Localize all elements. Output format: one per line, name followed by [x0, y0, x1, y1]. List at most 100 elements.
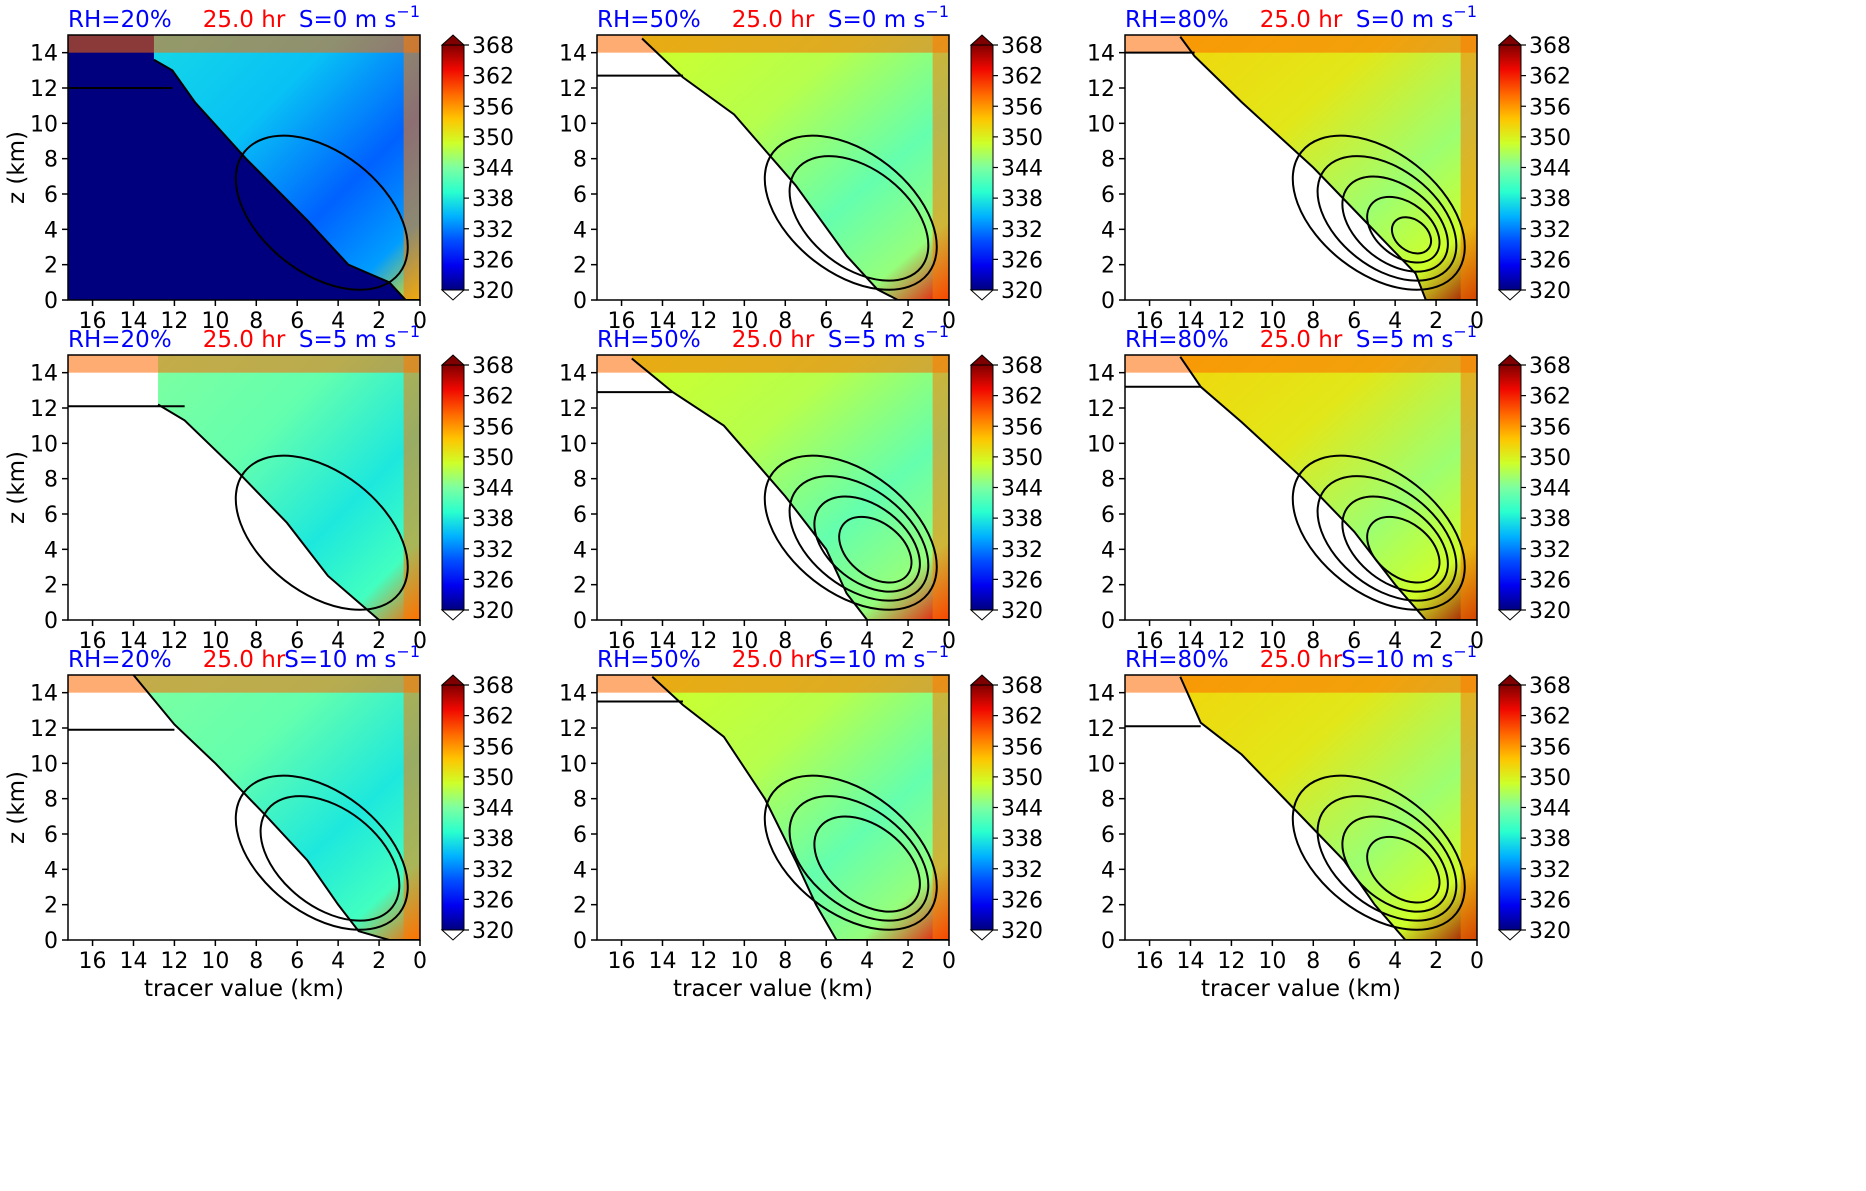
- contour-inner-2: [788, 795, 930, 922]
- x-axis-label: tracer value (km): [1201, 976, 1401, 1002]
- x-tick-label: 10: [201, 309, 229, 334]
- y-tick-label: 4: [44, 218, 58, 243]
- x-tick-label: 8: [778, 309, 792, 334]
- colorbar-tick-label: 320: [1001, 919, 1043, 944]
- y-tick-label: 12: [1087, 77, 1115, 102]
- tracer-field: [631, 355, 949, 620]
- x-axis-label: tracer value (km): [144, 976, 344, 1002]
- contour-outer: [157, 403, 420, 620]
- panel-time-label: 25.0 hr: [203, 647, 286, 673]
- contour-inner-1: [234, 454, 409, 611]
- colorbar-tick-label: 338: [1001, 507, 1043, 532]
- y-tick-label: 10: [1087, 752, 1115, 777]
- y-tick-label: 4: [573, 858, 587, 883]
- colorbar-tick-label: 368: [472, 34, 514, 59]
- y-tick-label: 0: [1101, 929, 1115, 954]
- axes-frame: [596, 354, 950, 621]
- colorbar-body: [1498, 364, 1522, 611]
- colorbar-tick-label: 320: [1001, 599, 1043, 624]
- contour-outer: [641, 37, 949, 300]
- colorbar-body: [441, 44, 465, 291]
- colorbar-body: [970, 44, 994, 291]
- shear-exponent: −1: [925, 322, 949, 341]
- y-tick-label: 8: [44, 788, 58, 813]
- y-tick-label: 10: [30, 432, 58, 457]
- panel-rh-label: RH=20%: [68, 7, 172, 33]
- y-tick-label: 2: [44, 894, 58, 919]
- colorbar-extend-max: [969, 674, 995, 686]
- upper-band: [597, 675, 949, 693]
- colorbar-tick-label: 332: [472, 858, 514, 883]
- panel-shear-label: S=5 m s−1: [299, 322, 420, 353]
- y-tick-label: 6: [44, 823, 58, 848]
- shear-exponent: −1: [925, 642, 949, 661]
- x-tick-label: 2: [901, 949, 915, 974]
- x-tick-label: 6: [1347, 629, 1361, 654]
- shear-value: S=0 m s: [828, 7, 926, 33]
- y-tick-label: 10: [1087, 112, 1115, 137]
- x-tick-label: 6: [819, 629, 833, 654]
- x-tick-label: 2: [901, 309, 915, 334]
- axes-frame: [1124, 674, 1478, 941]
- x-tick-label: 6: [1347, 309, 1361, 334]
- colorbar-tick-label: 326: [1001, 248, 1043, 273]
- x-tick-label: 16: [79, 629, 107, 654]
- contour-inner-2: [788, 155, 930, 282]
- x-tick-label: 2: [1429, 949, 1443, 974]
- x-tick-label: 4: [860, 309, 874, 334]
- contour-inner-2: [788, 475, 930, 602]
- panel-shear-label: S=5 m s−1: [1356, 322, 1477, 353]
- colorbar-tick-label: 338: [1001, 827, 1043, 852]
- x-tick-label: 14: [1176, 309, 1204, 334]
- colorbar-tick-label: 356: [472, 735, 514, 760]
- colorbar-tick-label: 368: [472, 354, 514, 379]
- x-tick-label: 8: [1306, 949, 1320, 974]
- y-tick-label: 8: [573, 788, 587, 813]
- y-tick-label: 12: [30, 77, 58, 102]
- x-tick-label: 10: [1258, 309, 1286, 334]
- colorbar-tick-label: 338: [1529, 827, 1571, 852]
- tracer-field: [158, 355, 420, 620]
- x-tick-label: 16: [1136, 629, 1164, 654]
- y-tick-label: 12: [559, 717, 587, 742]
- x-tick-label: 0: [942, 629, 956, 654]
- contour-outer: [153, 58, 420, 300]
- colorbar-tick-label: 326: [1529, 248, 1571, 273]
- colorbar-tick-label: 326: [472, 888, 514, 913]
- colorbar-tick-label: 338: [1001, 187, 1043, 212]
- x-tick-label: 12: [160, 949, 188, 974]
- y-tick-label: 4: [1101, 538, 1115, 563]
- upper-band: [597, 355, 949, 373]
- colorbar-extend-min: [969, 289, 995, 301]
- shear-exponent: −1: [396, 2, 420, 21]
- y-tick-label: 12: [30, 717, 58, 742]
- x-tick-label: 6: [1347, 949, 1361, 974]
- x-tick-label: 0: [942, 309, 956, 334]
- panel-time-label: 25.0 hr: [1260, 327, 1343, 353]
- colorbar-tick-label: 350: [1001, 446, 1043, 471]
- x-tick-label: 2: [372, 309, 386, 334]
- colorbar-extend-max: [1497, 354, 1523, 366]
- colorbar-tick-label: 344: [472, 157, 514, 182]
- y-tick-label: 6: [573, 503, 587, 528]
- colorbar-tick-label: 344: [1001, 157, 1043, 182]
- x-tick-label: 10: [201, 629, 229, 654]
- plot-area: [1125, 35, 1477, 300]
- y-tick-label: 10: [1087, 432, 1115, 457]
- contour-inner-2: [1316, 795, 1458, 922]
- x-tick-label: 0: [413, 309, 427, 334]
- plot-area: [597, 355, 949, 620]
- colorbar-tick-label: 368: [1001, 674, 1043, 699]
- y-tick-label: 0: [44, 609, 58, 634]
- y-tick-label: 10: [559, 112, 587, 137]
- shear-value: S=10 m s: [284, 647, 396, 673]
- shear-value: S=0 m s: [1356, 7, 1454, 33]
- colorbar-extend-min: [440, 289, 466, 301]
- tracer-field: [642, 35, 949, 300]
- x-tick-label: 0: [1470, 309, 1484, 334]
- y-tick-label: 6: [1101, 183, 1115, 208]
- colorbar-tick-label: 356: [472, 415, 514, 440]
- colorbar-extend-max: [440, 354, 466, 366]
- colorbar-extend-min: [440, 609, 466, 621]
- right-edge-band: [1460, 355, 1477, 620]
